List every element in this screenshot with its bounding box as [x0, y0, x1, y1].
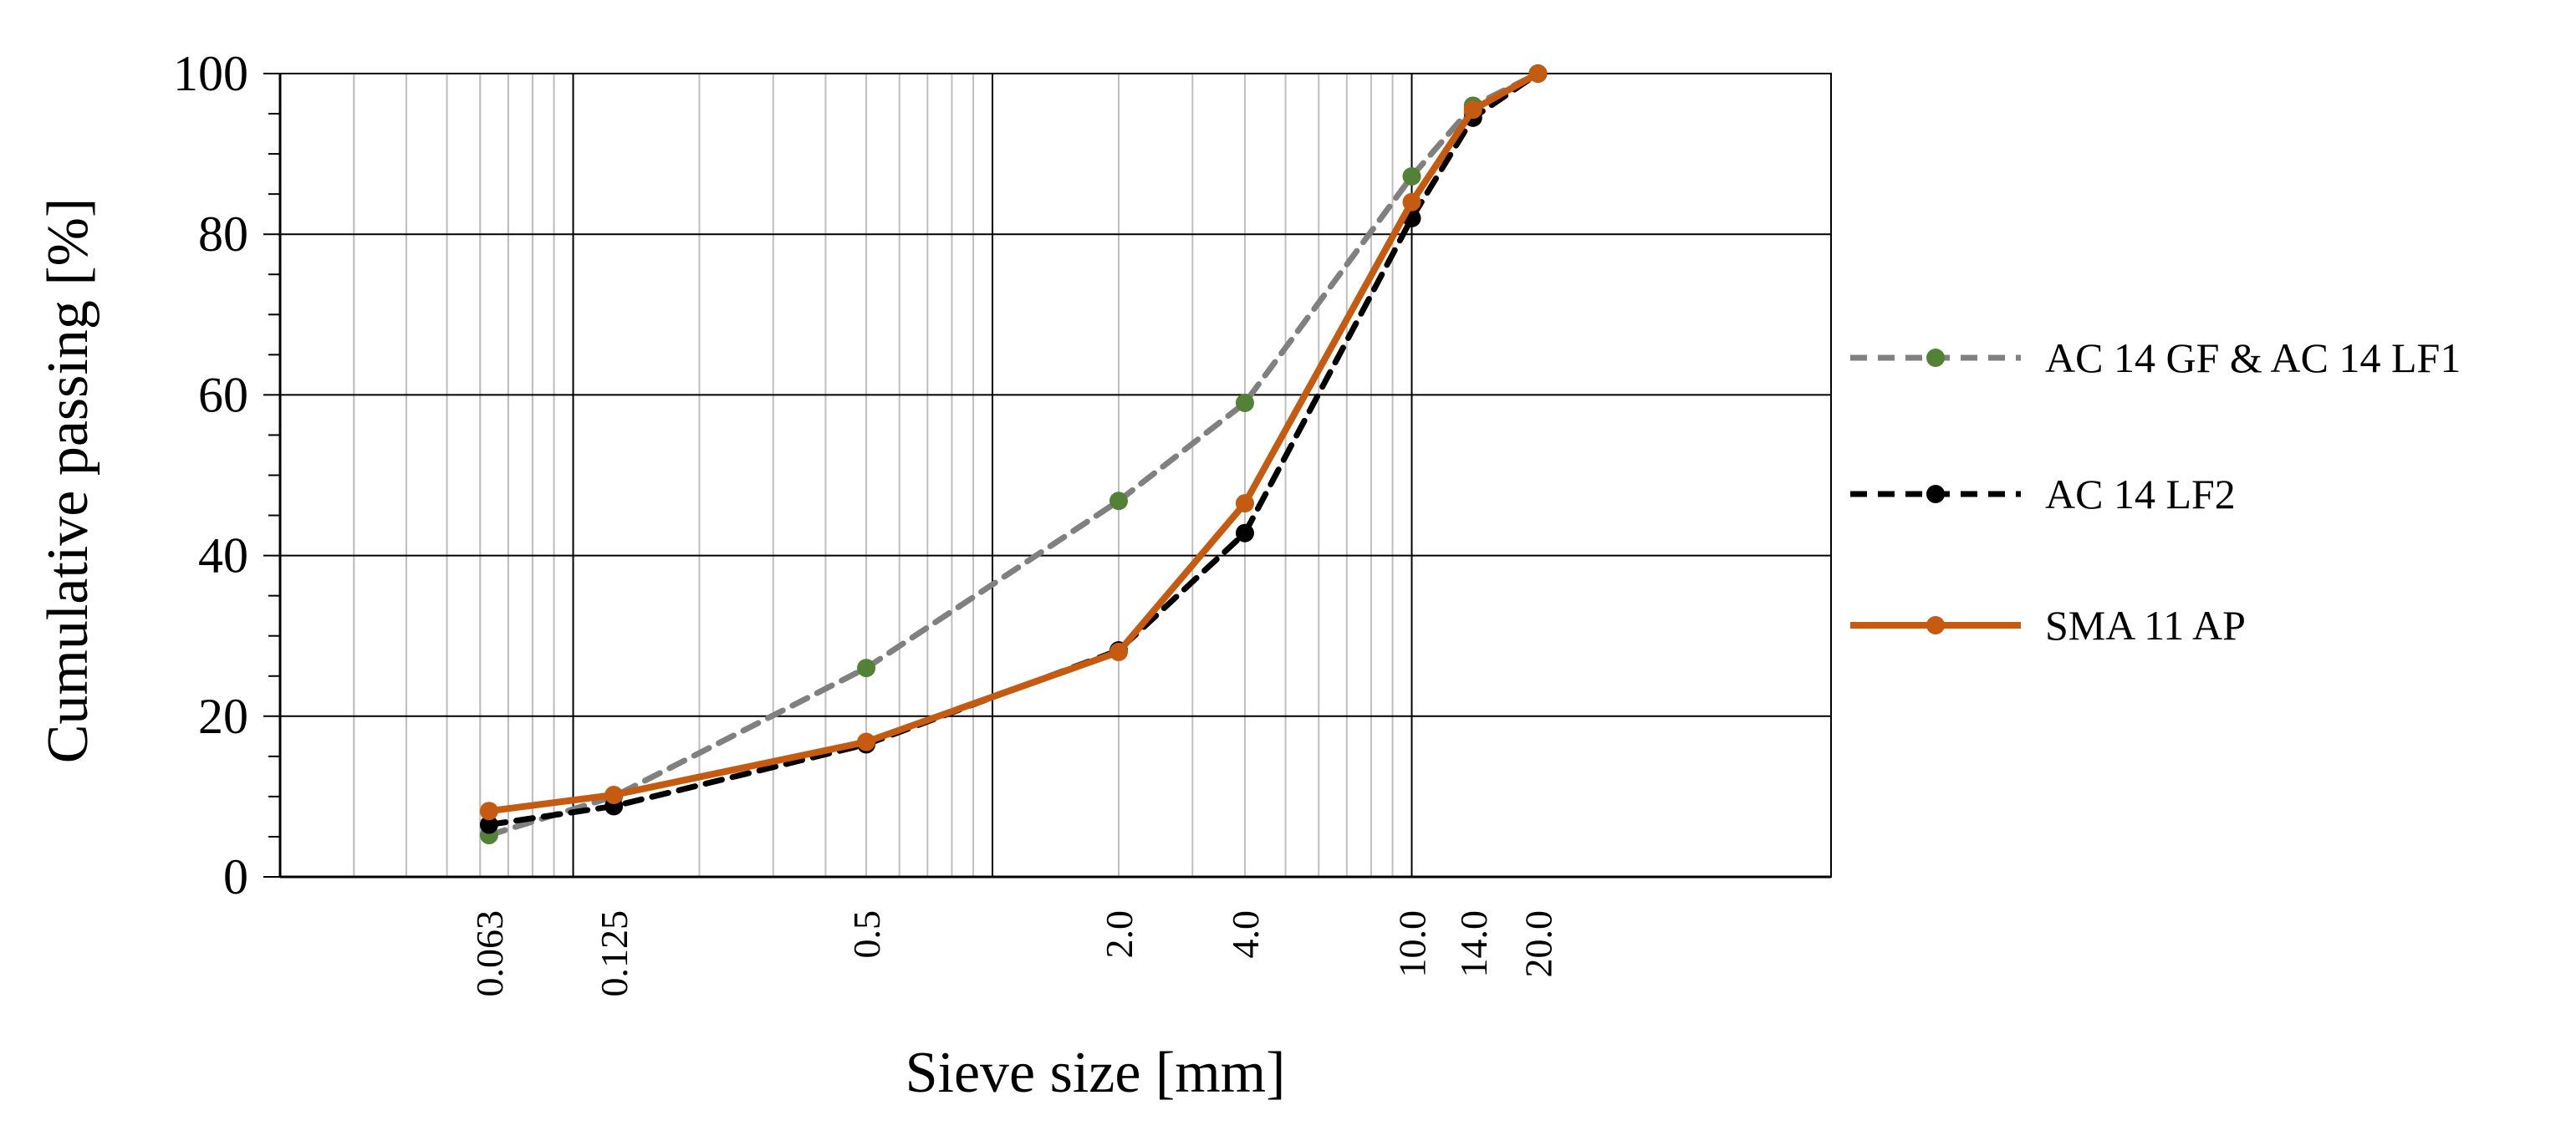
- x-tick-label: 0.5: [845, 910, 888, 959]
- legend-marker: [1926, 616, 1945, 634]
- series-line: [486, 70, 1541, 828]
- y-tick-label: 100: [173, 46, 248, 101]
- x-tick-label: 20.0: [1517, 910, 1559, 978]
- legend-item-3: SMA 11 AP: [1850, 602, 2246, 649]
- data-point: [1528, 64, 1548, 83]
- legend-label: AC 14 LF2: [2045, 471, 2236, 517]
- legend-label: AC 14 GF & AC 14 LF1: [2045, 334, 2461, 381]
- data-point: [1235, 394, 1254, 413]
- data-point: [1402, 192, 1421, 211]
- data-point: [857, 732, 876, 751]
- x-tick-label: 0.125: [593, 910, 635, 997]
- data-point: [1235, 494, 1254, 513]
- series-2: [479, 64, 1548, 834]
- legend: AC 14 GF & AC 14 LF1 AC 14 LF2 SMA 11 AP: [1850, 334, 2461, 649]
- legend-item-2: AC 14 LF2: [1850, 471, 2236, 517]
- y-tick-label: 80: [198, 206, 248, 262]
- series-3: [479, 64, 1548, 821]
- x-axis-ticks: 0.063 0.125 0.5 2.0 4.0 10.0 14.0 20.0: [468, 910, 1560, 997]
- minor-gridlines: [353, 74, 1394, 877]
- data-point: [1109, 642, 1128, 661]
- data-point: [1109, 492, 1128, 511]
- y-tick-label: 0: [223, 849, 248, 904]
- x-tick-label: 10.0: [1391, 910, 1434, 978]
- x-tick-label: 0.063: [468, 910, 511, 997]
- y-axis-ticks: 0 20 40 60 80 100: [173, 46, 280, 904]
- series-layer: [479, 64, 1548, 845]
- x-tick-label: 14.0: [1452, 910, 1495, 978]
- y-tick-label: 40: [198, 528, 248, 583]
- x-tick-label: 4.0: [1224, 910, 1267, 959]
- data-point: [604, 785, 624, 804]
- y-tick-label: 60: [198, 367, 248, 422]
- x-axis-title: Sieve size [mm]: [905, 1041, 1286, 1105]
- data-point: [479, 815, 498, 834]
- legend-marker: [1926, 485, 1945, 503]
- data-point: [1402, 167, 1421, 186]
- data-point: [1235, 523, 1254, 543]
- series-line: [486, 70, 1541, 838]
- plot-frame: [278, 73, 1832, 879]
- legend-marker: [1926, 349, 1945, 367]
- y-tick-label: 20: [198, 689, 248, 744]
- plot-border: [279, 73, 1832, 878]
- series-line: [485, 70, 1542, 815]
- y-axis-title: Cumulative passing [%]: [36, 198, 100, 764]
- x-tick-label: 2.0: [1098, 910, 1140, 959]
- data-point: [479, 802, 498, 821]
- legend-item-1: AC 14 GF & AC 14 LF1: [1850, 334, 2461, 381]
- data-point: [857, 659, 876, 678]
- data-point: [1463, 100, 1482, 120]
- series-1: [479, 64, 1548, 845]
- major-gridlines: [280, 74, 1831, 877]
- legend-label: SMA 11 AP: [2045, 602, 2246, 649]
